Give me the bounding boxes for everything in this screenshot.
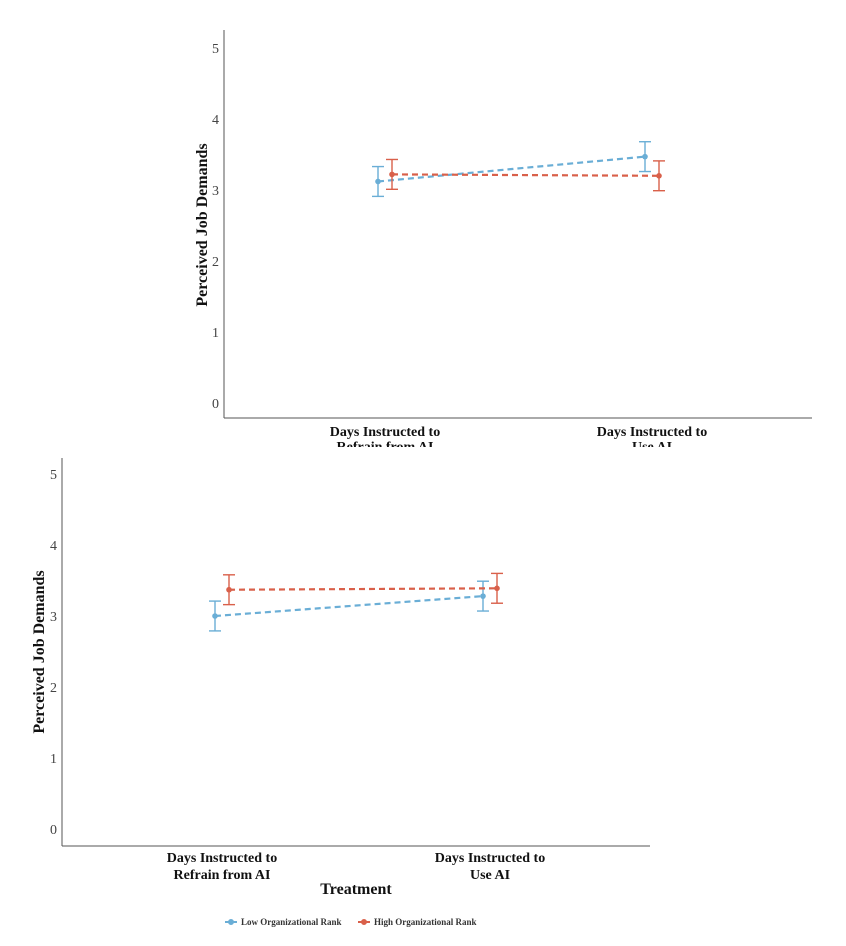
- bottom-x-tick-label: Refrain from AI: [174, 868, 271, 883]
- bottom-series-low-point: [480, 593, 486, 599]
- chart-bottom: Perceived Job Demands Treatment 0 1 2 3 4 5 Da…: [31, 458, 650, 898]
- bottom-y-tick-label: 4: [50, 539, 57, 554]
- chart-top: Perceived Job Demands 0 1 2 3 4 5 Days Instruc…: [194, 30, 812, 455]
- top-series-low-line: [377, 155, 646, 183]
- chart-bottom-xlabel: Treatment: [320, 881, 392, 898]
- top-y-tick-label: 4: [212, 113, 219, 128]
- bottom-series-high-point: [494, 585, 500, 592]
- top-series-high-point: [656, 173, 662, 179]
- legend: Low Organizational Rank High Organizatio…: [225, 917, 477, 927]
- top-y-tick-label: 2: [212, 255, 219, 270]
- bottom-y-tick-label: 1: [50, 752, 57, 767]
- bottom-x-tick-label: Use AI: [470, 868, 510, 883]
- top-x-tick-label: Days Instructed to: [330, 425, 440, 440]
- legend-item-high: High Organizational Rank: [358, 917, 477, 927]
- top-y-tick-label: 0: [212, 397, 219, 412]
- top-y-tick-label: 1: [212, 326, 219, 341]
- legend-item-low: Low Organizational Rank: [225, 917, 342, 927]
- bottom-y-tick-label: 0: [50, 823, 57, 838]
- bottom-series-low-point: [212, 613, 218, 619]
- top-y-tick-label: 3: [212, 184, 219, 199]
- bottom-y-tick-label: 3: [50, 610, 57, 625]
- top-series-low-point: [642, 153, 648, 160]
- top-series-high-line: [391, 173, 660, 177]
- top-x-tick-label: Days Instructed to: [597, 425, 707, 440]
- bottom-series-high-point: [226, 586, 232, 593]
- top-x-tick-label: Refrain from AI: [337, 440, 434, 455]
- legend-low-swatch-dot: [228, 919, 234, 925]
- bottom-y-tick-label: 5: [50, 468, 57, 483]
- chart-bottom-ylabel: Perceived Job Demands: [31, 570, 48, 733]
- legend-high-label: High Organizational Rank: [374, 917, 477, 927]
- top-x-tick-label: Use AI: [632, 440, 672, 455]
- bottom-x-tick-label: Days Instructed to: [167, 851, 277, 866]
- legend-low-label: Low Organizational Rank: [241, 917, 342, 927]
- top-series-low-point: [375, 178, 381, 185]
- bottom-x-tick-label: Days Instructed to: [435, 851, 545, 866]
- chart-top-ylabel: Perceived Job Demands: [194, 143, 211, 306]
- top-series-high-point: [389, 171, 395, 178]
- top-y-tick-label: 5: [212, 42, 219, 57]
- bottom-series-high-line: [228, 587, 498, 591]
- bottom-y-tick-label: 2: [50, 681, 57, 696]
- bottom-series-low-line: [214, 595, 484, 618]
- legend-high-swatch-dot: [361, 919, 367, 925]
